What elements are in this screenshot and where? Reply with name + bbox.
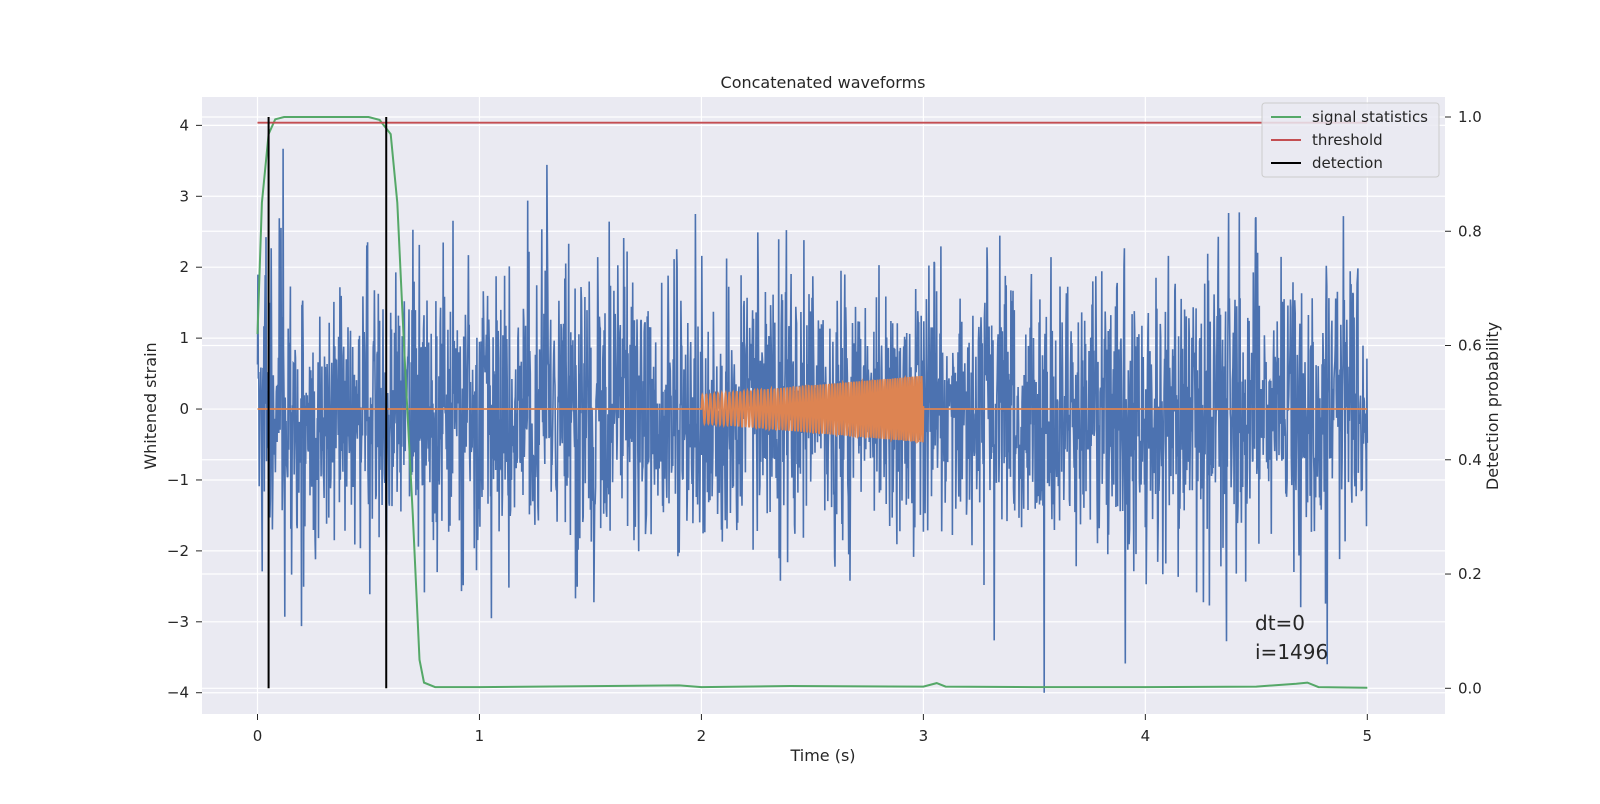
x-tick-label: 3 [919, 727, 929, 745]
annotation-dt: dt=0 [1255, 611, 1305, 635]
y-left-tick-label: −2 [167, 542, 189, 560]
x-tick-label: 0 [253, 727, 263, 745]
x-tick-label: 1 [475, 727, 485, 745]
injection-series-line [257, 374, 1368, 444]
legend: signal statistics threshold detection [1261, 102, 1440, 178]
x-tick-label: 4 [1141, 727, 1151, 745]
legend-label-detection: detection [1312, 154, 1383, 172]
chart-title: Concatenated waveforms [721, 73, 926, 92]
x-axis-label: Time (s) [789, 746, 855, 765]
legend-label-threshold: threshold [1312, 131, 1383, 149]
y-left-tick-label: 3 [179, 187, 189, 205]
y-left-tick-label: −4 [167, 684, 189, 702]
legend-label-signal-statistics: signal statistics [1312, 108, 1428, 126]
legend-box [1261, 102, 1440, 178]
x-tick-label: 5 [1363, 727, 1373, 745]
y-right-tick-label: 0.0 [1458, 679, 1482, 697]
data-layer [256, 116, 1369, 693]
x-tick-label: 2 [697, 727, 707, 745]
y-axis-right-label: Detection probability [1483, 322, 1502, 490]
y-right-tick-label: 0.2 [1458, 565, 1482, 583]
annotation-index: i=1496 [1255, 640, 1328, 664]
y-left-tick-label: −3 [167, 613, 189, 631]
y-right-tick-label: 0.8 [1458, 222, 1482, 240]
y-left-tick-label: −1 [167, 471, 189, 489]
y-left-tick-label: 0 [179, 400, 189, 418]
y-left-tick-label: 1 [179, 329, 189, 347]
y-right-tick-label: 0.6 [1458, 337, 1482, 355]
ticks: 0 1 2 3 4 5 4 3 2 1 0 −1 −2 −3 −4 1.0 0.8 0.6 0.4 0.2 0.0 [167, 108, 1482, 745]
y-right-tick-label: 0.4 [1458, 451, 1482, 469]
signal-statistics-line [256, 116, 1368, 689]
y-left-tick-label: 4 [179, 116, 189, 134]
noise-series-line [256, 148, 1369, 693]
y-left-tick-label: 2 [179, 258, 189, 276]
y-right-tick-label: 1.0 [1458, 108, 1482, 126]
y-axis-left-label: Whitened strain [141, 342, 160, 469]
